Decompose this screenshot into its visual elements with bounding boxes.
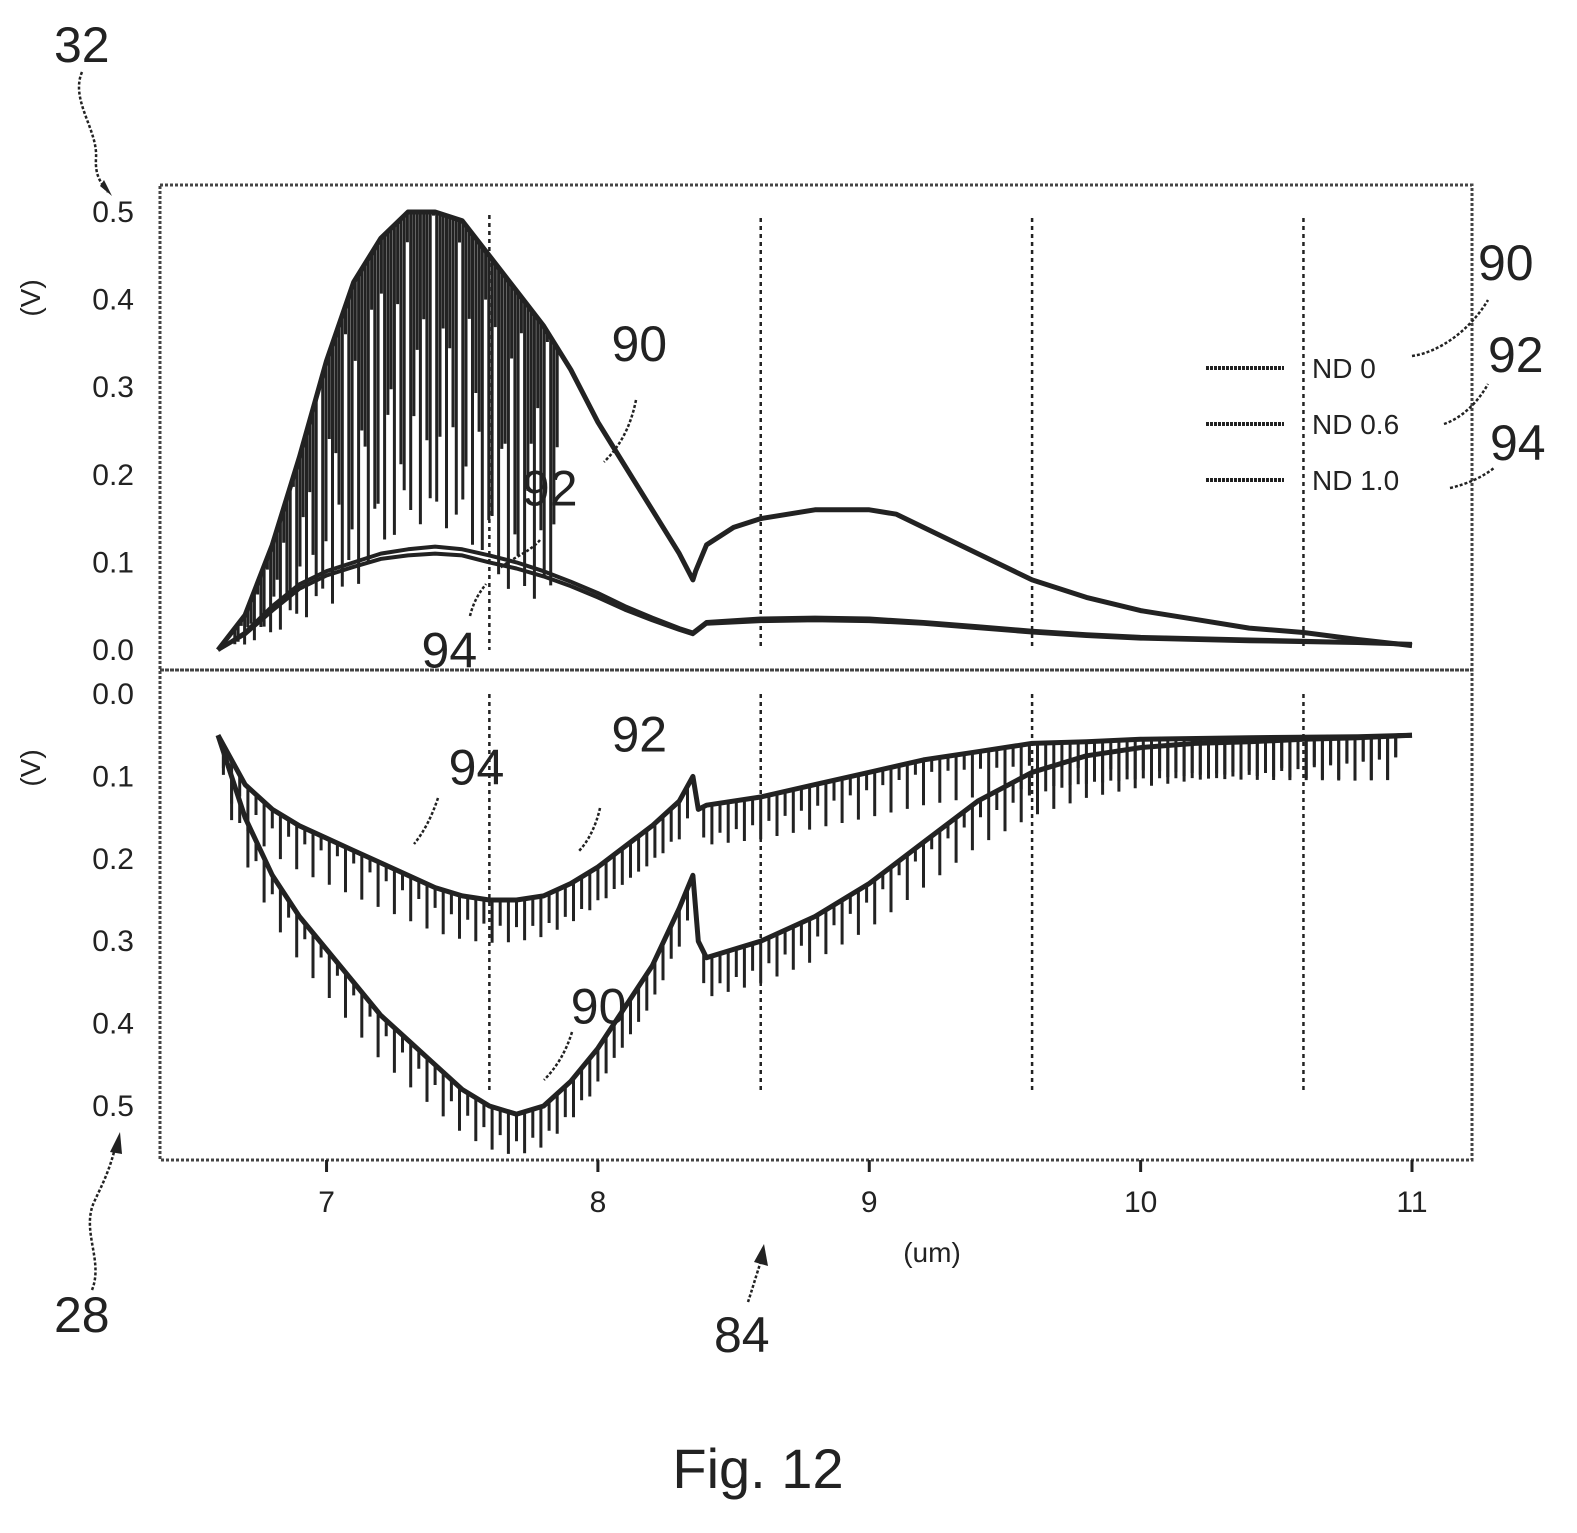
legend-leader-92 <box>1443 383 1490 426</box>
bottom-y-tick-label: 0.1 <box>92 760 134 793</box>
bottom-annotation: 94 <box>449 740 505 796</box>
legend-ref-92: 92 <box>1488 327 1544 383</box>
bottom-y-tick-label: 0.0 <box>92 678 134 711</box>
top-annotation: 92 <box>522 460 578 516</box>
bottom-y-tick-label: 0.5 <box>92 1090 134 1123</box>
top-y-tick-label: 0.4 <box>92 284 134 317</box>
top-annotation: 94 <box>422 623 478 679</box>
ref-x-axis-arrowhead <box>754 1244 768 1266</box>
ref-bottom-panel: 28 <box>54 1287 110 1343</box>
legend-label-nd06: ND 0.6 <box>1312 409 1399 440</box>
legend-leader-90 <box>1411 299 1490 358</box>
top-y-ticks: 0.0 0.1 0.2 0.3 0.4 0.5 <box>92 196 134 667</box>
bottom-y-axis-label: (V) <box>15 749 46 786</box>
bottom-vertical-dashed-lines <box>488 694 1305 1094</box>
legend-ref-94: 94 <box>1490 415 1546 471</box>
top-series-absorption-spikes <box>230 212 559 645</box>
bottom-series-line <box>215 732 1413 1117</box>
top-series-line <box>216 551 1413 652</box>
bottom-annotation: 90 <box>571 979 627 1035</box>
top-y-tick-label: 0.2 <box>92 459 134 492</box>
top-series-line <box>216 544 1413 652</box>
x-axis-label: (um) <box>903 1237 961 1268</box>
annotation-leader <box>577 807 602 853</box>
top-series-line <box>216 209 1413 652</box>
figure-caption: Fig. 12 <box>672 1437 843 1500</box>
x-tick-label: 11 <box>1396 1186 1427 1219</box>
bottom-panel-frame <box>158 668 1474 1162</box>
top-y-tick-label: 0.3 <box>92 371 134 404</box>
top-annotation: 90 <box>611 316 667 372</box>
ref-bottom-panel-arrow <box>88 1143 118 1291</box>
ref-x-axis: 84 <box>714 1307 770 1363</box>
legend-label-nd10: ND 1.0 <box>1312 465 1399 496</box>
x-tick-label: 10 <box>1124 1186 1157 1219</box>
annotation-leader <box>603 399 638 463</box>
bottom-series <box>215 732 1413 1154</box>
top-panel-frame <box>158 183 1474 672</box>
top-y-tick-label: 0.1 <box>92 546 134 579</box>
annotation-leader <box>468 583 488 617</box>
x-tick-label: 9 <box>861 1186 878 1219</box>
top-y-tick-label: 0.5 <box>92 196 134 229</box>
x-tick-label: 8 <box>590 1186 607 1219</box>
annotation-leader <box>543 1031 574 1081</box>
legend-ref-90: 90 <box>1478 235 1534 291</box>
bottom-series-noise-ticks <box>221 735 1398 943</box>
legend-leader-94 <box>1449 467 1495 490</box>
legend: ND 0 ND 0.6 ND 1.0 90 92 94 <box>1206 235 1546 496</box>
ref-bottom-panel-arrowhead <box>110 1132 122 1154</box>
annotations: 90 92 94 94 92 90 <box>413 316 667 1081</box>
x-tick-label: 7 <box>318 1186 335 1219</box>
ref-top-panel-arrow <box>77 71 109 193</box>
ref-x-axis-arrow <box>746 1257 764 1303</box>
annotation-leader <box>413 797 440 845</box>
bottom-y-tick-label: 0.2 <box>92 843 134 876</box>
top-vertical-dashed-lines <box>488 215 1305 650</box>
ref-top-panel: 32 <box>54 17 110 73</box>
top-y-axis-label: (V) <box>15 279 46 316</box>
bottom-y-tick-label: 0.4 <box>92 1008 134 1041</box>
ref-top-panel-arrowhead <box>100 180 112 196</box>
top-series <box>216 209 1413 652</box>
bottom-annotation: 92 <box>611 707 667 763</box>
x-ticks: 7 8 9 10 11 <box>318 1160 1428 1219</box>
bottom-y-tick-label: 0.3 <box>92 925 134 958</box>
bottom-y-ticks: 0.0 0.1 0.2 0.3 0.4 0.5 <box>92 678 134 1123</box>
top-y-tick-label: 0.0 <box>92 634 134 667</box>
legend-label-nd0: ND 0 <box>1312 353 1376 384</box>
